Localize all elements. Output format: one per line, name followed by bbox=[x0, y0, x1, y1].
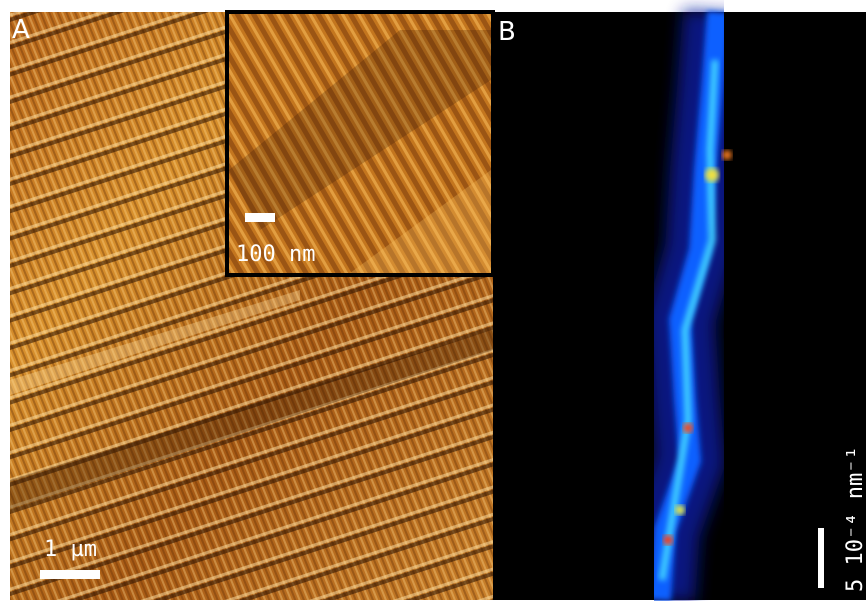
scale-bar bbox=[818, 528, 824, 588]
panel-b: B 5 10⁻⁴ nm⁻¹ bbox=[493, 12, 866, 600]
inset: 100 nm bbox=[227, 12, 493, 275]
panel-label: B bbox=[498, 17, 516, 47]
figure: A 1 µm 100 nm B 5 10⁻⁴ nm⁻¹ bbox=[0, 0, 866, 601]
panel-label: A bbox=[12, 15, 30, 45]
scale-bar bbox=[40, 570, 100, 579]
panel-a: A 1 µm 100 nm bbox=[10, 12, 493, 600]
inset-scale-bar-label: 100 nm bbox=[236, 242, 315, 267]
scale-bar-label: 1 µm bbox=[44, 537, 97, 562]
scale-bar-label: 5 10⁻⁴ nm⁻¹ bbox=[843, 446, 866, 592]
inset-scale-bar bbox=[245, 213, 275, 222]
